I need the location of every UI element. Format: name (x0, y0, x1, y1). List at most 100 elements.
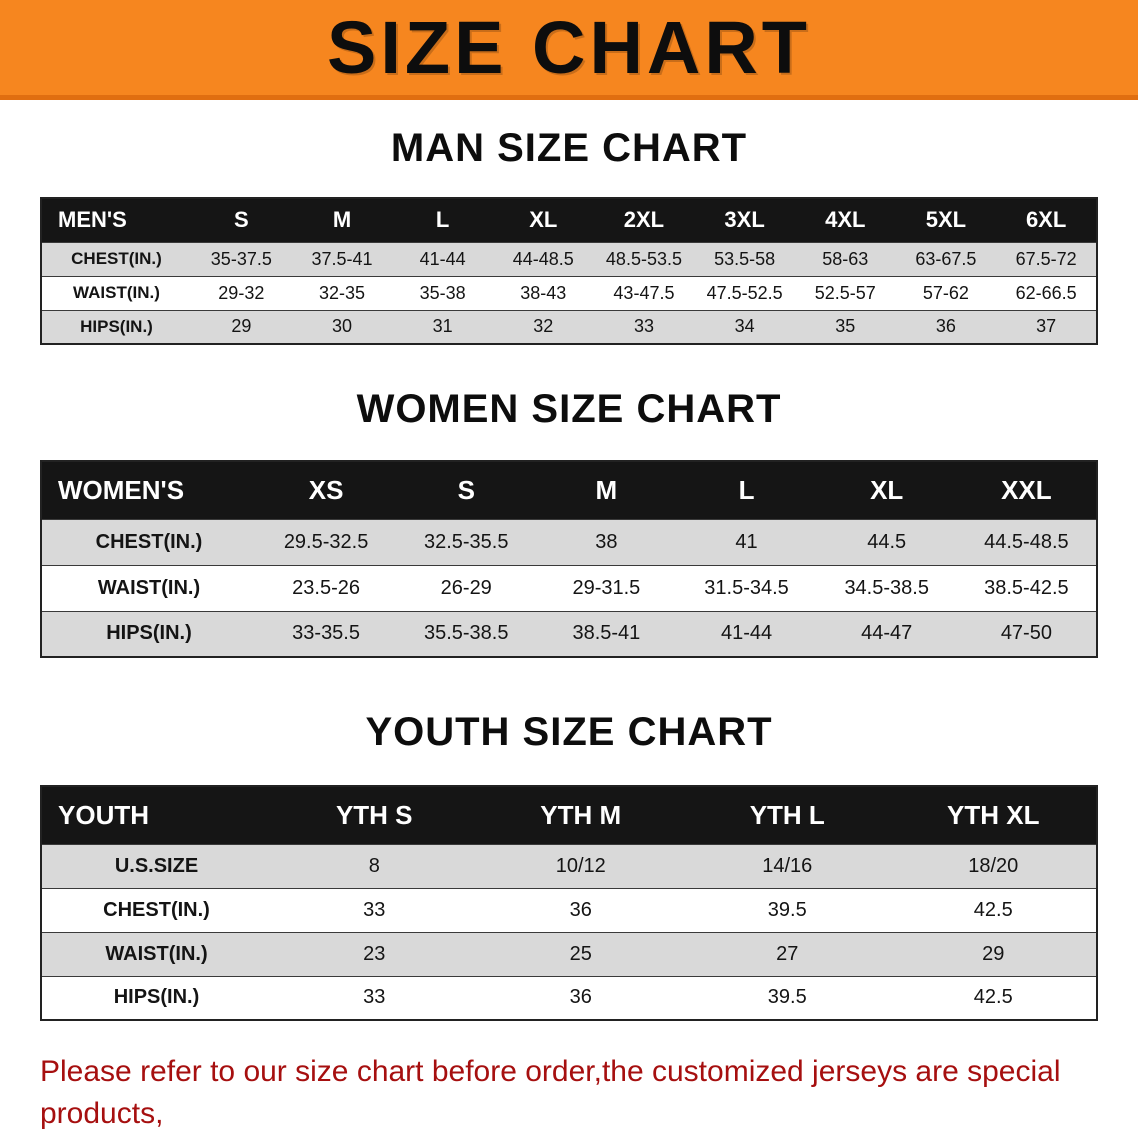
table-cell: 10/12 (477, 843, 684, 888)
table-cell: 31.5-34.5 (676, 564, 817, 611)
men-section: MAN SIZE CHART MEN'S S M L XL 2XL 3XL 4XL 5XL 6XL… (0, 126, 1138, 345)
column-header: L (392, 198, 493, 242)
table-cell: 26-29 (396, 564, 537, 611)
youth-section: YOUTH SIZE CHART YOUTH YTH S YTH M YTH L YTH… (0, 710, 1138, 1021)
page-title: SIZE CHART (327, 5, 811, 89)
table-row: HIPS(IN.) 33-35.5 35.5-38.5 38.5-41 41-44 44-… (41, 610, 1097, 657)
table-cell: 35.5-38.5 (396, 610, 537, 657)
header-row: WOMEN'S XS S M L XL XXL (41, 461, 1097, 519)
row-label: HIPS(IN.) (41, 309, 191, 344)
table-cell: 39.5 (684, 887, 891, 932)
table-cell: 35-37.5 (191, 241, 292, 276)
table-cell: 33-35.5 (256, 610, 397, 657)
row-label: U.S.SIZE (41, 843, 271, 888)
table-cell: 37.5-41 (291, 241, 393, 276)
table-cell: 53.5-58 (694, 241, 795, 276)
table-row: HIPS(IN.) 29 30 31 32 33 34 35 36 37 (41, 309, 1097, 344)
table-cell: 29 (890, 931, 1097, 976)
table-cell: 42.5 (890, 975, 1097, 1020)
column-header: M (291, 198, 393, 242)
table-cell: 29 (191, 309, 292, 344)
table-cell: 47-50 (956, 610, 1097, 657)
women-section-heading: WOMEN SIZE CHART (356, 387, 782, 431)
column-header: YTH L (684, 786, 891, 844)
table-row: CHEST(IN.) 29.5-32.5 32.5-35.5 38 41 44.5 44.5… (41, 518, 1097, 565)
table-cell: 29-31.5 (536, 564, 677, 611)
table-cell: 30 (291, 309, 393, 344)
table-cell: 39.5 (684, 975, 891, 1020)
table-cell: 35-38 (392, 275, 493, 310)
column-header: 6XL (996, 198, 1097, 242)
table-row: WAIST(IN.) 23 25 27 29 (41, 931, 1097, 976)
row-label: WAIST(IN.) (41, 275, 191, 310)
banner: SIZE CHART (0, 0, 1138, 100)
column-header: YTH S (271, 786, 478, 844)
table-cell: 62-66.5 (996, 275, 1097, 310)
row-label: CHEST(IN.) (41, 887, 271, 932)
table-cell: 42.5 (890, 887, 1097, 932)
table-row: WAIST(IN.) 29-32 32-35 35-38 38-43 43-47.5 47.… (41, 275, 1097, 310)
table-cell: 41-44 (392, 241, 493, 276)
column-header: S (396, 461, 537, 519)
row-label: HIPS(IN.) (41, 975, 271, 1020)
table-cell: 38 (536, 518, 677, 565)
table-title-cell: MEN'S (41, 198, 191, 242)
column-header: M (536, 461, 677, 519)
column-header: XS (256, 461, 397, 519)
table-cell: 23.5-26 (256, 564, 397, 611)
table-cell: 63-67.5 (895, 241, 997, 276)
men-section-heading: MAN SIZE CHART (390, 126, 748, 170)
table-cell: 23 (271, 931, 478, 976)
table-cell: 38.5-41 (536, 610, 677, 657)
footer-note-line-1: Please refer to our size chart before or… (40, 1055, 1061, 1130)
table-cell: 29-32 (191, 275, 292, 310)
table-cell: 38.5-42.5 (956, 564, 1097, 611)
column-header: XL (816, 461, 957, 519)
table-cell: 44.5 (816, 518, 957, 565)
table-row: U.S.SIZE 8 10/12 14/16 18/20 (41, 843, 1097, 888)
table-cell: 27 (684, 931, 891, 976)
column-header: 5XL (895, 198, 997, 242)
women-size-table: WOMEN'S XS S M L XL XXL CHEST(IN.) 29.5-32.5 32.5… (40, 460, 1098, 658)
table-row: CHEST(IN.) 35-37.5 37.5-41 41-44 44-48.5 48.5… (41, 241, 1097, 276)
table-row: WAIST(IN.) 23.5-26 26-29 29-31.5 31.5-34.5 34… (41, 564, 1097, 611)
table-cell: 25 (477, 931, 684, 976)
table-cell: 43-47.5 (593, 275, 695, 310)
table-cell: 34.5-38.5 (816, 564, 957, 611)
table-cell: 36 (477, 887, 684, 932)
column-header: XL (492, 198, 594, 242)
table-cell: 44-47 (816, 610, 957, 657)
table-cell: 48.5-53.5 (593, 241, 695, 276)
table-cell: 44.5-48.5 (956, 518, 1097, 565)
table-cell: 44-48.5 (492, 241, 594, 276)
column-header: YTH XL (890, 786, 1097, 844)
youth-section-heading: YOUTH SIZE CHART (365, 710, 773, 754)
table-cell: 67.5-72 (996, 241, 1097, 276)
youth-size-table: YOUTH YTH S YTH M YTH L YTH XL U.S.SIZE 8 10/12… (40, 785, 1098, 1021)
row-label: WAIST(IN.) (41, 931, 271, 976)
table-cell: 37 (996, 309, 1097, 344)
men-size-table: MEN'S S M L XL 2XL 3XL 4XL 5XL 6XL CHEST(IN.) 35-37… (40, 197, 1098, 345)
women-section: WOMEN SIZE CHART WOMEN'S XS S M L XL XXL CHEST(… (0, 387, 1138, 658)
table-cell: 35 (794, 309, 896, 344)
footer-note: Please refer to our size chart before or… (0, 1051, 1138, 1132)
table-cell: 58-63 (794, 241, 896, 276)
table-cell: 33 (271, 887, 478, 932)
table-cell: 32 (492, 309, 594, 344)
table-cell: 31 (392, 309, 493, 344)
table-cell: 14/16 (684, 843, 891, 888)
table-cell: 41-44 (676, 610, 817, 657)
row-label: HIPS(IN.) (41, 610, 256, 657)
column-header: XXL (956, 461, 1097, 519)
table-cell: 8 (271, 843, 478, 888)
table-cell: 41 (676, 518, 817, 565)
table-title-cell: WOMEN'S (41, 461, 256, 519)
table-cell: 36 (895, 309, 997, 344)
table-cell: 57-62 (895, 275, 997, 310)
column-header: 2XL (593, 198, 695, 242)
table-cell: 29.5-32.5 (256, 518, 397, 565)
table-row: HIPS(IN.) 33 36 39.5 42.5 (41, 975, 1097, 1020)
table-cell: 32.5-35.5 (396, 518, 537, 565)
table-cell: 36 (477, 975, 684, 1020)
